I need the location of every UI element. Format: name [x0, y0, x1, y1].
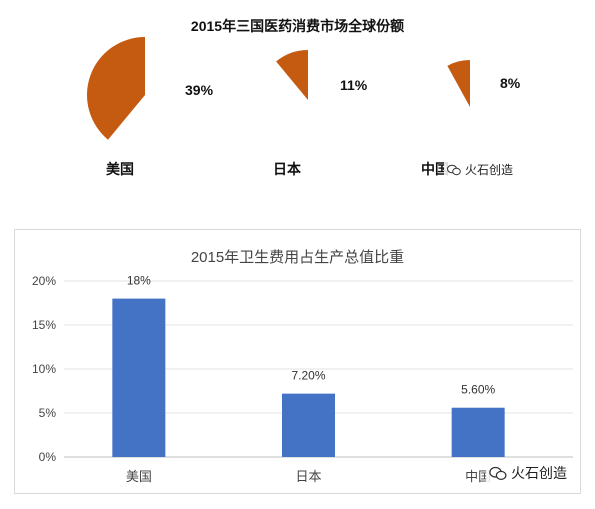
- pie-slice-3: [447, 60, 470, 107]
- x-category-label: 中国: [465, 469, 491, 484]
- bar: [282, 393, 335, 457]
- y-tick-label: 15%: [32, 318, 56, 332]
- x-category-label: 日本: [295, 469, 321, 484]
- watermark-bottom: 火石创造: [486, 462, 570, 484]
- watermark-text: 火石创造: [465, 163, 514, 177]
- pie-category-label: 美国: [106, 161, 134, 177]
- pie-value-label: 39%: [185, 82, 214, 98]
- pie-category-label: 中国: [421, 161, 449, 177]
- y-tick-label: 5%: [39, 406, 57, 420]
- watermark-top: 火石创造: [444, 160, 517, 179]
- wechat-icon: [489, 466, 507, 480]
- bar-chart-title: 2015年卫生费用占生产总值比重: [190, 249, 405, 266]
- watermark-text: 火石创造: [511, 465, 567, 481]
- pie-value-label: 11%: [340, 77, 368, 93]
- wechat-icon: [447, 164, 461, 175]
- pie-slice-1: [87, 37, 145, 140]
- pie-value-label: 8%: [500, 75, 521, 91]
- y-tick-label: 20%: [32, 274, 56, 288]
- y-tick-label: 10%: [32, 362, 56, 376]
- pie-chart-title: 2015年三国医药消费市场全球份额: [190, 18, 405, 34]
- bar-chart-frame: [14, 229, 581, 494]
- bar: [112, 298, 166, 457]
- pie-category-label: 日本: [273, 161, 302, 177]
- bar-value-label: 5.60%: [461, 383, 495, 397]
- pie-slice-2: [276, 50, 308, 100]
- pie-charts: 39% 美国 11% 日本 8% 中国: [87, 37, 521, 177]
- bar-value-label: 18%: [127, 274, 151, 288]
- x-category-label: 美国: [126, 469, 152, 484]
- bar-value-label: 7.20%: [291, 369, 325, 383]
- y-tick-label: 0%: [39, 450, 57, 464]
- bar: [451, 407, 505, 457]
